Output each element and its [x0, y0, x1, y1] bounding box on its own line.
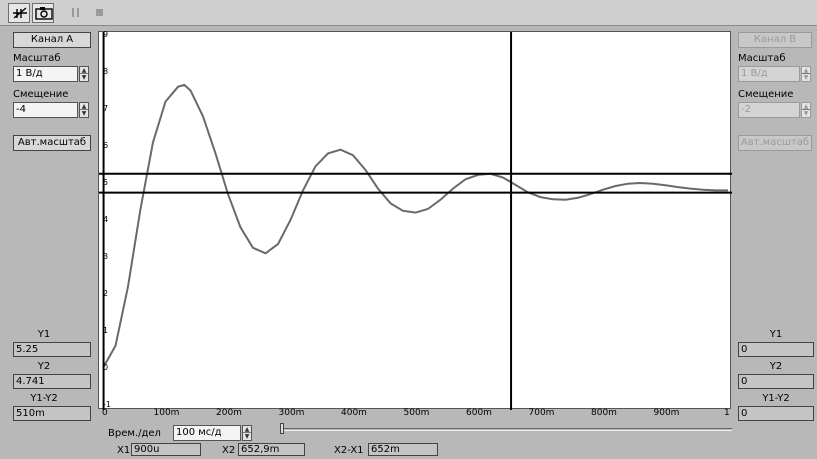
dx-value: 652m: [368, 443, 438, 456]
channel-b-offset-spinner[interactable]: ▲ ▼: [801, 102, 811, 118]
y-tick-label: 7: [103, 104, 109, 113]
y-tick-label: 4: [103, 215, 109, 224]
camera-icon: [35, 7, 53, 20]
oscilloscope-plot[interactable]: -1 0 1 2 3 4 5 6 7 8 9 0 100m 200m 300m 400m 500m 600m 70…: [98, 30, 732, 418]
x-tick-label: 400m: [341, 408, 367, 418]
channel-b-y2-value: 0: [738, 374, 814, 389]
x-tick-label: 500m: [403, 408, 430, 418]
x-tick-label: 200m: [216, 408, 242, 418]
x-tick-label: 900m: [653, 408, 680, 418]
pause-button[interactable]: [67, 5, 85, 21]
x-tick-label: 600m: [466, 408, 492, 418]
channel-b-button[interactable]: Канал B: [738, 32, 812, 48]
x-tick-label: 700m: [528, 408, 555, 418]
y-tick-label: 1: [103, 326, 109, 335]
channel-b-dy-value: 0: [738, 406, 814, 421]
channel-a-y2-value: 4.741: [13, 374, 91, 389]
y-tick-label: 8: [103, 67, 109, 76]
x1-value: 900u: [131, 443, 201, 456]
channel-b-scale-label: Масштаб: [738, 53, 786, 64]
channel-a-dy-value: 510m: [13, 406, 91, 421]
y-tick-label: 9: [103, 30, 109, 39]
channel-b-y2-label: Y2: [769, 361, 783, 372]
channel-a-scale-label: Масштаб: [13, 53, 61, 64]
channel-a-scale-spinner[interactable]: ▲ ▼: [79, 66, 89, 82]
x-tick-label: 100m: [153, 408, 180, 418]
cursor-icon: [13, 7, 27, 19]
channel-b-scale-spinner[interactable]: ▲ ▼: [801, 66, 811, 82]
channel-b-y1-label: Y1: [769, 329, 783, 340]
channel-a-offset-label: Смещение: [13, 89, 69, 100]
x-tick-label: 0: [102, 408, 108, 418]
cursor-tool-button[interactable]: [8, 3, 30, 23]
time-per-div-label: Врем./дел: [108, 428, 161, 439]
channel-a-auto-scale-button[interactable]: Авт.масштаб: [13, 135, 91, 151]
channel-a-dy-label: Y1-Y2: [30, 393, 58, 404]
time-scroll-thumb[interactable]: [280, 423, 284, 434]
channel-a-y1-value: 5.25: [13, 342, 91, 357]
pause-icon: [72, 8, 79, 17]
time-per-div-spinner[interactable]: ▲ ▼: [242, 425, 252, 441]
x-tick-label: 800m: [591, 408, 617, 418]
x2-value: 652,9m: [238, 443, 305, 456]
x-tick-label: 300m: [278, 408, 305, 418]
time-per-div-field[interactable]: 100 мс/д: [173, 425, 241, 441]
y-tick-label: 3: [103, 252, 109, 261]
channel-a-y1-label: Y1: [37, 329, 51, 340]
channel-b-offset-label: Смещение: [738, 89, 794, 100]
channel-b-dy-label: Y1-Y2: [762, 393, 790, 404]
snapshot-button[interactable]: [32, 3, 54, 23]
stop-button[interactable]: [91, 5, 109, 21]
x1-label: X1: [117, 445, 131, 456]
y-tick-label: -1: [103, 400, 111, 409]
channel-a-scale-field[interactable]: 1 В/д: [13, 66, 78, 82]
plot-canvas: [99, 32, 732, 410]
y-tick-label: 2: [103, 289, 109, 298]
y-tick-label: 5: [103, 178, 109, 187]
toolbar: [0, 0, 817, 26]
channel-b-y1-value: 0: [738, 342, 814, 357]
channel-b-offset-field[interactable]: -2: [738, 102, 800, 118]
channel-a-button[interactable]: Канал A: [13, 32, 91, 48]
stop-icon: [96, 9, 103, 16]
time-scroll-track[interactable]: [281, 428, 732, 431]
y-tick-label: 0: [103, 363, 109, 372]
x2-label: X2: [222, 445, 236, 456]
channel-a-offset-field[interactable]: -4: [13, 102, 78, 118]
x-tick-label: 1: [724, 408, 730, 418]
channel-b-auto-scale-button[interactable]: Авт.масштаб: [738, 135, 812, 151]
dx-label: X2-X1: [334, 445, 364, 456]
channel-a-y2-label: Y2: [37, 361, 51, 372]
signal-trace: [102, 83, 728, 369]
channel-b-scale-field[interactable]: 1 В/д: [738, 66, 800, 82]
channel-a-offset-spinner[interactable]: ▲ ▼: [79, 102, 89, 118]
y-tick-label: 6: [103, 141, 109, 150]
